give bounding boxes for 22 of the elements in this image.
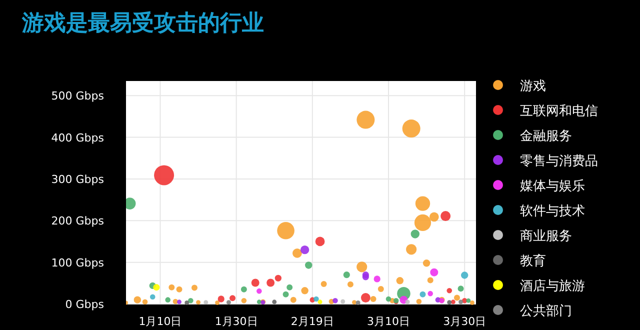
- chart-title: 游戏是最易受攻击的行业: [21, 11, 264, 36]
- x-tick-label: 1月30日: [214, 315, 258, 328]
- y-tick-label: 300 Gbps: [51, 172, 104, 186]
- legend-label: 公共部门: [520, 303, 572, 319]
- legend-label: 软件与技术: [520, 204, 585, 219]
- x-tick-label: 1月10日: [138, 315, 182, 328]
- x-tick-label: 3月30日: [443, 315, 486, 328]
- y-tick-label: 100 Gbps: [51, 256, 104, 270]
- x-tick-label: 2月19日: [290, 315, 334, 328]
- legend-label: 零售与消费品: [520, 154, 598, 169]
- legend-label: 金融服务: [520, 129, 572, 144]
- y-tick-label: 200 Gbps: [51, 214, 104, 228]
- y-tick-label: 500 Gbps: [51, 90, 104, 103]
- legend-label: 酒店与旅游: [520, 278, 585, 294]
- legend-label: 互联网和电信: [520, 104, 598, 119]
- legend-label: 游戏: [520, 79, 546, 94]
- legend-label: 教育: [520, 253, 546, 269]
- y-tick-label: 400 Gbps: [51, 131, 104, 144]
- y-tick-label: 0 Gbps: [65, 298, 104, 311]
- legend-label: 媒体与娱乐: [520, 179, 585, 194]
- legend-label: 商业服务: [520, 229, 572, 244]
- x-tick-label: 3月10日: [367, 315, 410, 328]
